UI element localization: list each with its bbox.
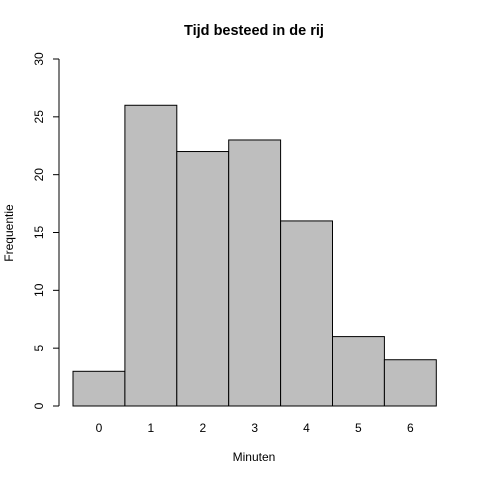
bar-1 — [124, 104, 178, 407]
bar-5 — [332, 336, 385, 407]
y-tick-label: 0 — [32, 402, 46, 409]
y-tick-label: 30 — [32, 52, 46, 66]
bar-4 — [280, 220, 334, 407]
x-tick-label: 2 — [199, 421, 206, 435]
y-tick-label: 10 — [32, 283, 46, 297]
y-tick-label: 25 — [32, 110, 46, 124]
bar-0 — [72, 370, 126, 407]
bar-3 — [228, 139, 282, 407]
bar-2 — [176, 151, 230, 407]
x-tick-label: 3 — [251, 421, 258, 435]
y-tick-label: 15 — [32, 226, 46, 240]
bar-6 — [383, 359, 437, 407]
y-axis-label: Frequentie — [2, 204, 16, 262]
y-axis: 0 5 10 15 20 25 30 — [32, 52, 60, 409]
bars-group — [72, 104, 437, 407]
x-tick-label: 5 — [355, 421, 362, 435]
x-tick-label: 1 — [147, 421, 154, 435]
y-tick-label: 20 — [32, 168, 46, 182]
x-axis-label: Minuten — [233, 450, 276, 464]
x-tick-labels: 0 1 2 3 4 5 6 — [96, 421, 414, 435]
x-tick-label: 4 — [303, 421, 310, 435]
y-tick-label: 5 — [32, 345, 46, 352]
chart-title: Tijd besteed in de rij — [184, 23, 324, 39]
x-tick-label: 0 — [96, 421, 103, 435]
x-tick-label: 6 — [407, 421, 414, 435]
